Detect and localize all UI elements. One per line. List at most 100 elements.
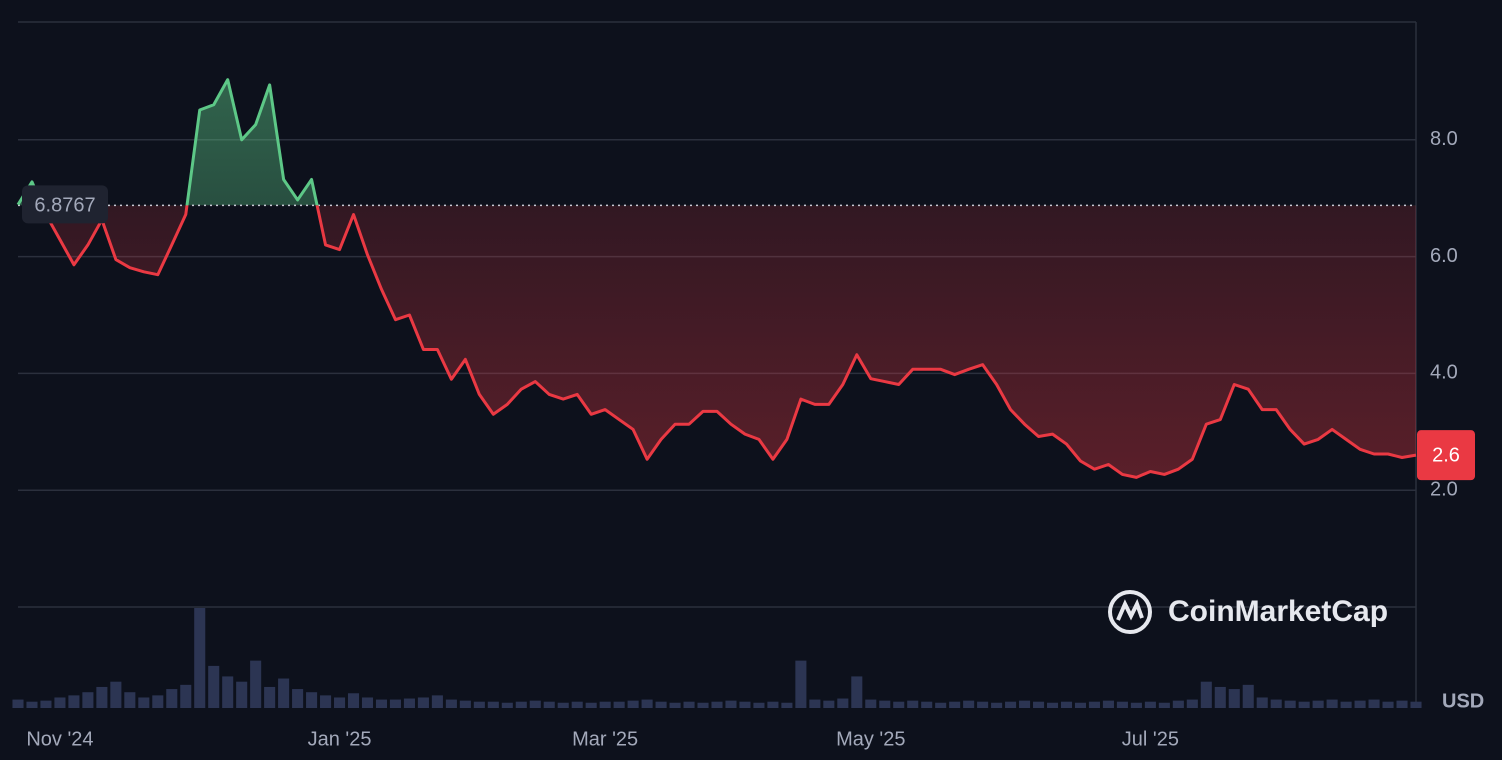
volume-bar [501, 702, 513, 708]
volume-bar [963, 700, 975, 708]
volume-bar [809, 699, 821, 708]
current-price-tag [1417, 430, 1475, 481]
x-tick-label: Jan '25 [308, 728, 372, 750]
volume-bar [641, 699, 653, 708]
volume-bar [1060, 701, 1073, 708]
volume-bar [949, 701, 961, 708]
x-tick-label: Mar '25 [572, 728, 638, 750]
volume-bar [1074, 702, 1087, 708]
volume-bar [1298, 701, 1310, 708]
volume-bar [1410, 701, 1422, 708]
watermark-logo [1116, 598, 1144, 621]
volume-bar [389, 699, 401, 708]
y-tick-label: 4.0 [1430, 362, 1458, 384]
volume-bar [1382, 701, 1394, 708]
x-tick-label: May '25 [836, 728, 905, 750]
volume-bar [334, 697, 346, 708]
area-up [18, 79, 318, 206]
volume-bar [1228, 689, 1240, 708]
volume-bar [194, 608, 206, 708]
volume-bar [795, 660, 807, 708]
volume-bar [40, 700, 52, 708]
volume-bar [991, 702, 1003, 708]
volume-bar [907, 700, 919, 708]
volume-bar [767, 701, 779, 708]
volume-bar [823, 700, 835, 708]
baseline-tag [22, 185, 108, 224]
volume-bar [753, 702, 765, 708]
volume-bar [571, 701, 583, 708]
x-tick-label: Jul '25 [1122, 728, 1179, 750]
volume-bar [1130, 702, 1142, 708]
volume-bar [264, 686, 276, 708]
watermark-logo [1108, 590, 1152, 634]
volume-bar [417, 697, 429, 708]
volume-bar [977, 701, 989, 708]
volume-bar [250, 660, 262, 708]
price-line [16, 78, 319, 206]
volume-bar [1396, 700, 1408, 708]
volume-bar [222, 676, 234, 708]
watermark: CoinMarketCap [1108, 590, 1388, 634]
volume-bar [403, 698, 415, 708]
volume-bar [697, 702, 709, 708]
volume-bar [1019, 700, 1031, 708]
volume-bar [473, 701, 485, 708]
volume-bar [180, 684, 192, 708]
volume-bar [1326, 699, 1338, 708]
volume-bar [110, 681, 122, 708]
volume-bar [543, 701, 555, 708]
volume-bar [138, 697, 150, 708]
volume-bar [236, 681, 248, 708]
volume-bar [851, 676, 863, 708]
volume-bar [529, 700, 541, 708]
volume-bar [837, 698, 849, 708]
volume-bar [725, 700, 737, 708]
volume-bar [1340, 701, 1352, 708]
volume-bar [893, 701, 905, 708]
volume-bar [879, 700, 891, 708]
volume-bar [585, 702, 597, 708]
volume-bar [26, 701, 38, 708]
volume-bar [1172, 700, 1184, 708]
volume-bar [1270, 699, 1282, 708]
volume-bar [1102, 700, 1114, 708]
volume-bar [375, 699, 388, 708]
volume-bar [865, 699, 877, 708]
volume-bar [68, 695, 80, 708]
volume-bar [166, 689, 178, 708]
volume-bar [683, 701, 695, 708]
watermark-text: CoinMarketCap [1168, 595, 1388, 628]
volume-bar [124, 692, 136, 708]
volume-bar [320, 695, 332, 708]
volume-bar [292, 689, 304, 708]
volume-bar [1256, 697, 1268, 708]
current-price-label: 2.6 [1432, 444, 1460, 466]
x-tick-label: Nov '24 [26, 728, 93, 750]
volume-bar [1046, 702, 1059, 708]
volume-bar [361, 697, 374, 708]
volume-bar [1354, 700, 1366, 708]
volume-bar [431, 695, 443, 708]
volume-bar [599, 701, 611, 708]
price-line [19, 205, 1417, 479]
volume-bar [1144, 701, 1156, 708]
volume-bar [557, 702, 569, 708]
volume-bar [1242, 684, 1254, 708]
volume-bar [306, 692, 318, 708]
volume-bar [515, 701, 527, 708]
volume-bar [655, 701, 667, 708]
baseline-label: 6.8767 [34, 195, 95, 217]
volume-bar [208, 665, 220, 708]
volume-bar [1312, 700, 1324, 708]
volume-bar [711, 701, 723, 708]
volume-bar [1158, 702, 1170, 708]
volume-bar [613, 701, 625, 708]
volume-bar [152, 695, 164, 708]
volume-bar [1033, 701, 1045, 708]
volume-bar [921, 701, 933, 708]
volume-bar [669, 702, 681, 708]
volume-bar [935, 702, 947, 708]
